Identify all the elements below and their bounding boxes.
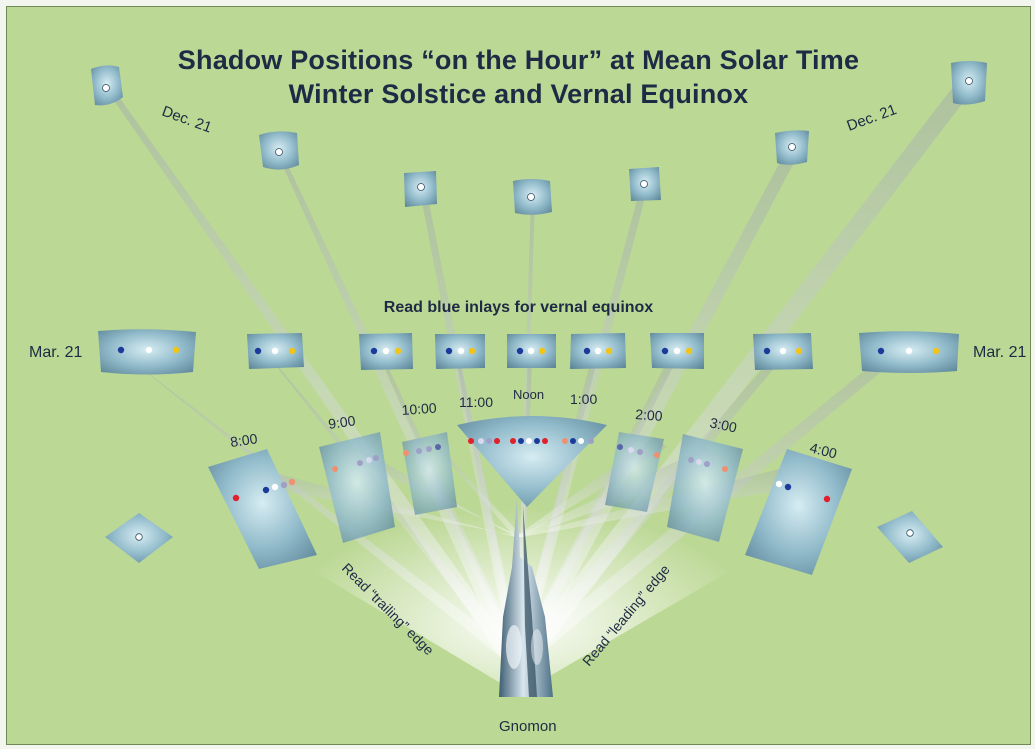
label-mar-right: Mar. 21 xyxy=(973,344,1026,361)
hour-label-noon: Noon xyxy=(513,387,544,402)
dec21-stones xyxy=(91,61,987,215)
mar-stone-noon xyxy=(507,334,556,368)
side-stone-right xyxy=(877,511,943,563)
hour-label-4: 4:00 xyxy=(808,439,839,461)
hour-label-8: 8:00 xyxy=(229,430,258,450)
dec-stone-8am xyxy=(91,65,123,106)
mar-stone-1pm xyxy=(570,333,626,369)
dec-stone-2pm xyxy=(775,130,809,165)
dec-stone-10am xyxy=(404,171,437,207)
hour-stone-9am xyxy=(319,432,395,543)
dec-stone-noon xyxy=(513,179,552,215)
hour-stone-4pm xyxy=(745,449,852,575)
mar-stone-10am xyxy=(359,333,413,370)
dec-stone-1pm xyxy=(629,167,661,201)
hour-stone-noon xyxy=(457,416,607,507)
dec-stone-4pm xyxy=(951,61,987,105)
mar-stone-4pm xyxy=(859,331,959,373)
label-gnomon: Gnomon xyxy=(499,718,557,735)
side-stones xyxy=(105,511,943,563)
mar-stone-2pm xyxy=(650,333,704,369)
gnomon xyxy=(499,497,553,697)
title-line-2: Winter Solstice and Vernal Equinox xyxy=(288,79,749,109)
hour-label-11: 11:00 xyxy=(459,394,493,410)
mar-stone-8am xyxy=(98,329,196,375)
hour-label-10: 10:00 xyxy=(401,400,437,418)
diagram-canvas: Dec. 21 Dec. 21 Mar. 21 Mar. 21 8:00 9:0… xyxy=(29,61,1026,735)
hour-stone-2pm xyxy=(605,432,664,512)
title-line-1: Shadow Positions “on the Hour” at Mean S… xyxy=(177,45,860,75)
hour-stone-3pm xyxy=(667,434,743,542)
label-mar-left: Mar. 21 xyxy=(29,344,82,361)
hour-stone-8am xyxy=(208,449,317,569)
hour-label-3: 3:00 xyxy=(708,414,738,435)
mar-stone-11am xyxy=(435,334,485,369)
dec-stone-9am xyxy=(259,131,299,170)
mar-stone-9am xyxy=(247,333,304,369)
hour-label-9: 9:00 xyxy=(327,412,356,432)
mar-stone-3pm xyxy=(753,333,813,370)
hour-stones xyxy=(208,416,852,575)
hour-label-2: 2:00 xyxy=(635,406,664,424)
hour-label-1: 1:00 xyxy=(570,391,597,407)
side-stone-left xyxy=(105,513,173,563)
mar21-stones xyxy=(98,329,959,375)
diagram-frame: Dec. 21 Dec. 21 Mar. 21 Mar. 21 8:00 9:0… xyxy=(6,6,1031,745)
instruction-blue-inlays: Read blue inlays for vernal equinox xyxy=(383,299,654,316)
hour-stone-10am xyxy=(402,432,457,515)
